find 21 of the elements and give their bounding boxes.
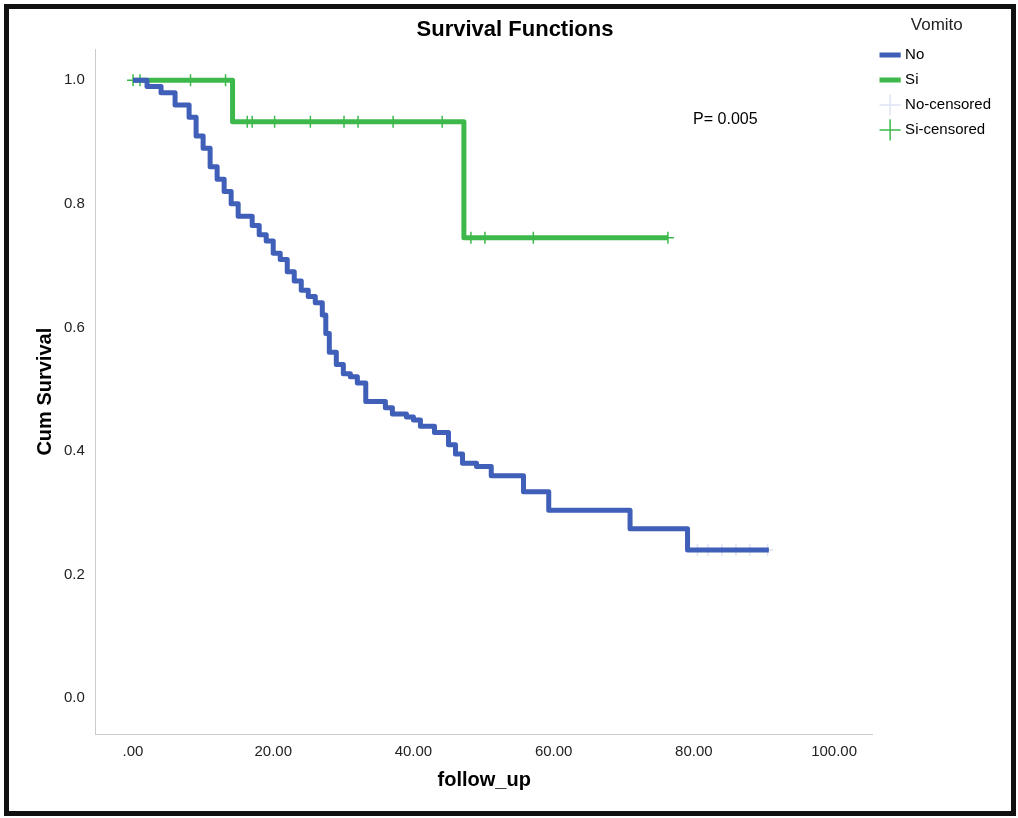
legend-label: No-censored xyxy=(905,95,992,113)
y-tick-label: 0.0 xyxy=(63,688,85,706)
legend-label: Si-censored xyxy=(905,120,986,138)
x-tick-label: 20.00 xyxy=(254,742,292,760)
y-axis-title: Cum Survival xyxy=(32,327,55,456)
legend-title: Vomito xyxy=(910,15,963,35)
legend-label: Si xyxy=(905,70,919,88)
y-tick-label: 0.4 xyxy=(63,441,85,459)
y-tick-label: 0.8 xyxy=(63,194,85,212)
x-tick-label: 40.00 xyxy=(394,742,433,760)
x-tick-label: 80.00 xyxy=(675,742,713,760)
chart-title: Survival Functions xyxy=(416,16,614,42)
x-tick-label: .00 xyxy=(122,742,144,760)
y-tick-label: 1.0 xyxy=(63,70,85,88)
annotation: P= 0.005 xyxy=(693,110,758,128)
y-tick-label: 0.6 xyxy=(63,317,85,335)
legend-label: No xyxy=(905,45,925,63)
x-axis-title: follow_up xyxy=(437,767,531,790)
x-tick-label: 60.00 xyxy=(534,742,573,760)
y-tick-label: 0.2 xyxy=(63,564,85,582)
x-tick-label: 100.00 xyxy=(811,742,858,760)
